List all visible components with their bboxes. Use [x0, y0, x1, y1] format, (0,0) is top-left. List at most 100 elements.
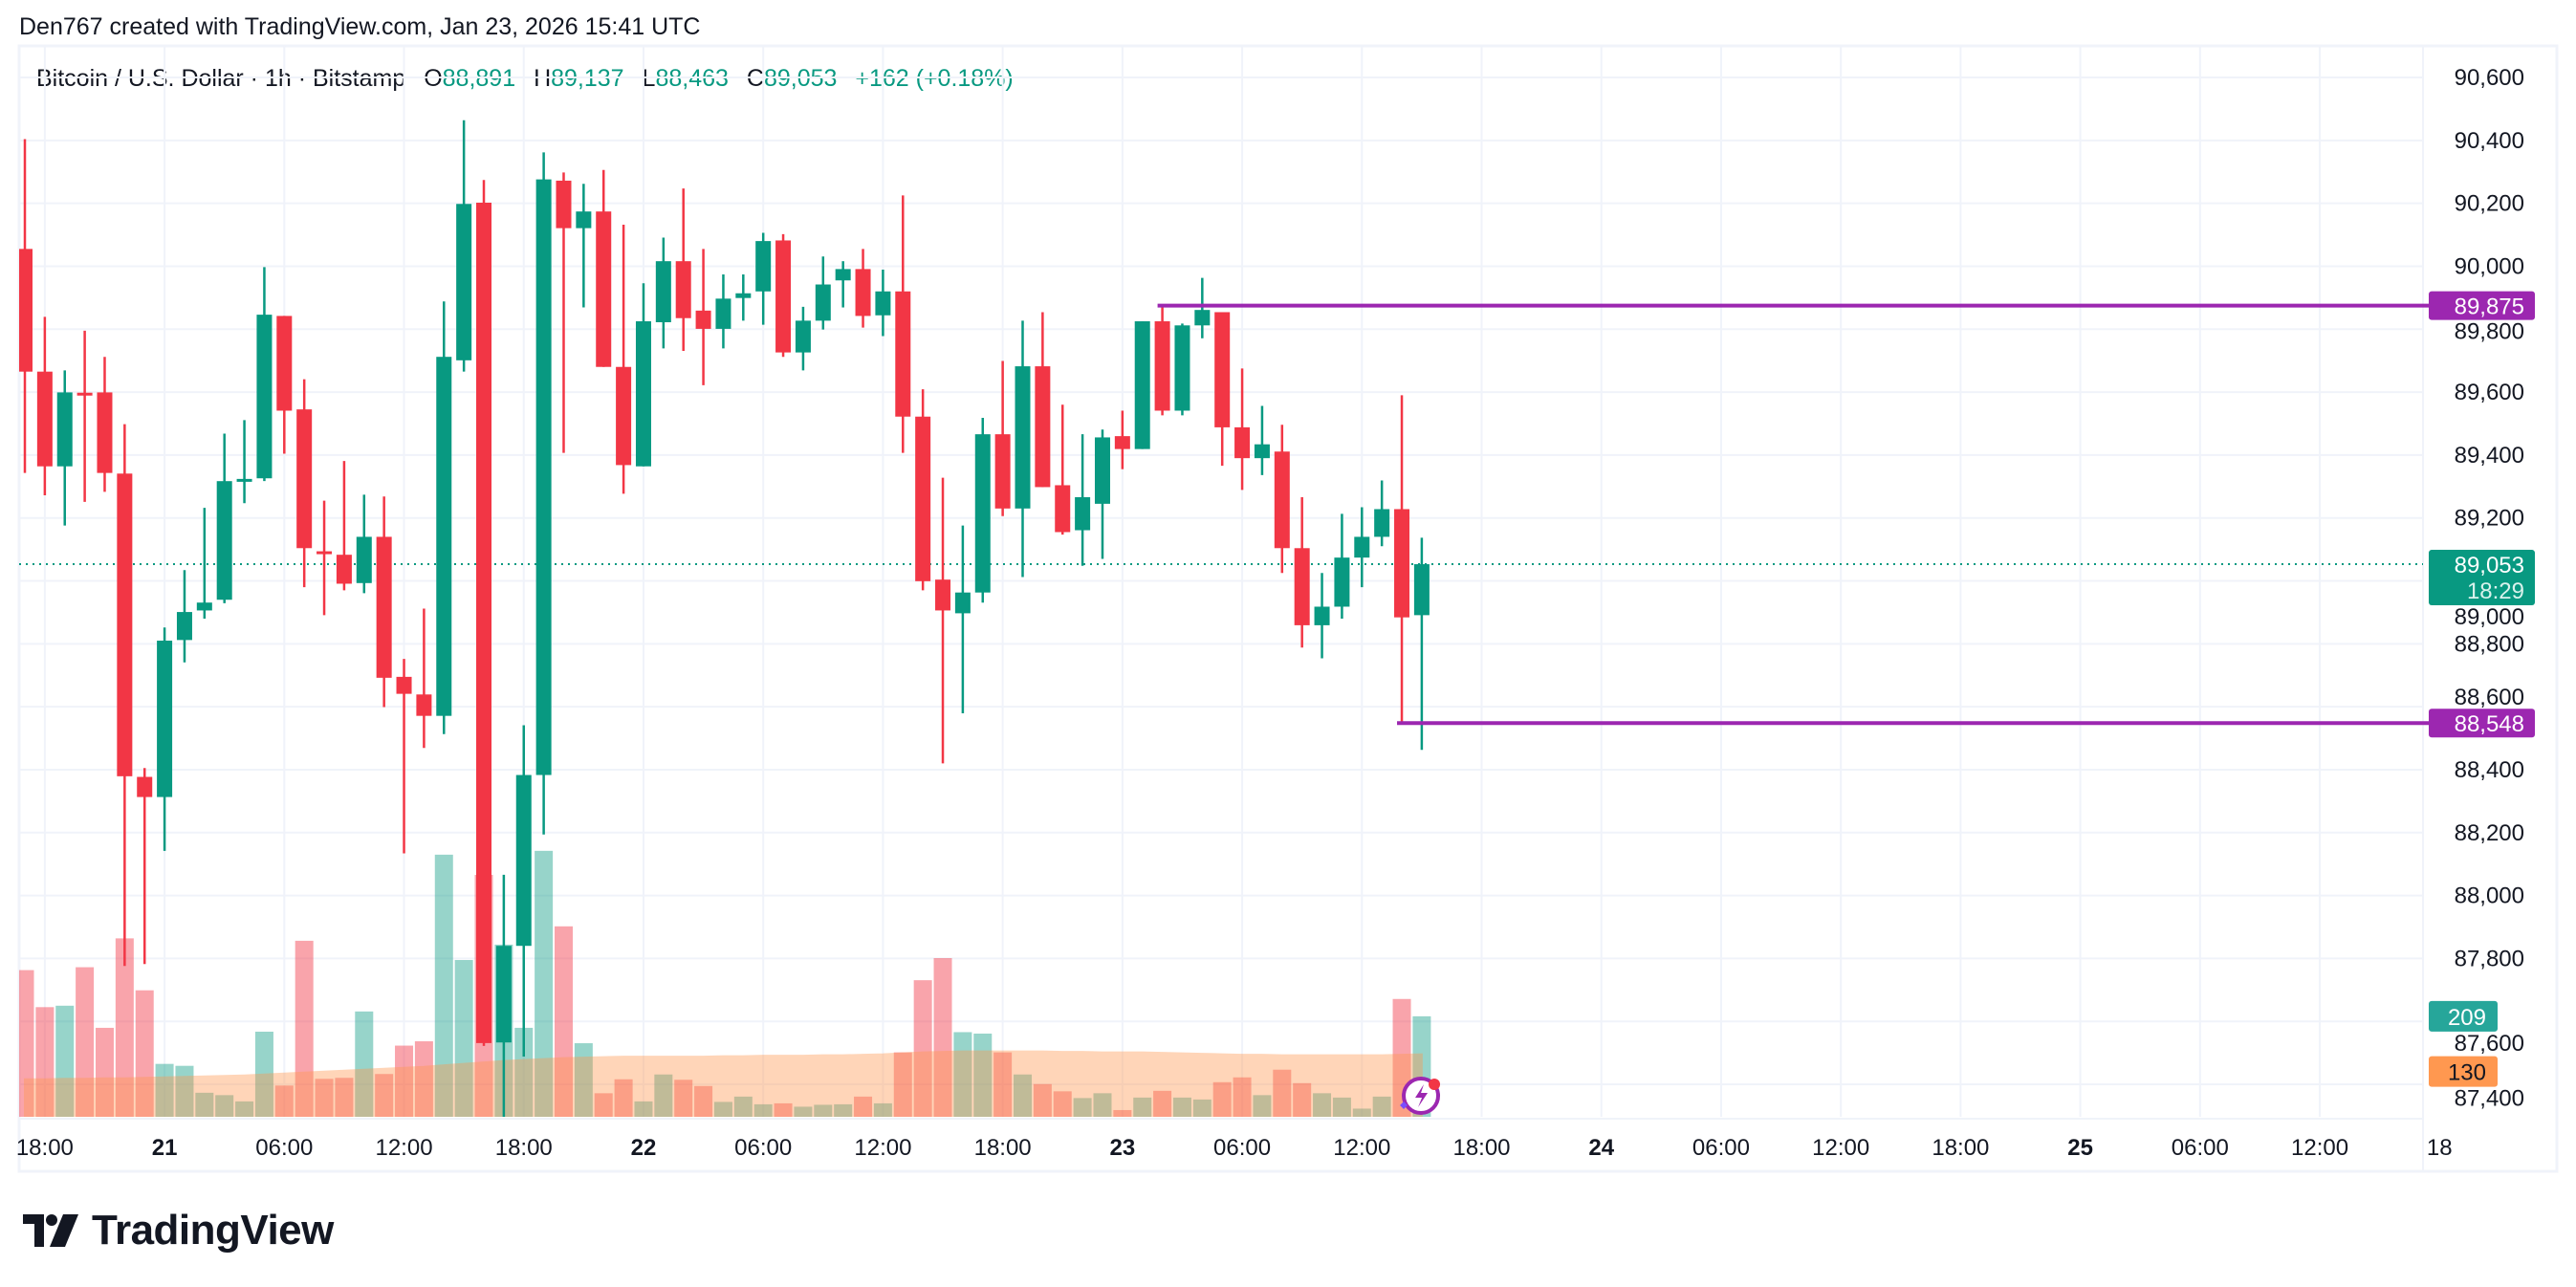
candle-body: [157, 641, 173, 797]
chart-credit: Den767 created with TradingView.com, Jan…: [19, 13, 701, 40]
candle: [176, 570, 192, 663]
time-tick-label: 12:00: [2291, 1135, 2348, 1161]
volume-bar: [514, 1027, 534, 1117]
candle-body: [695, 310, 711, 329]
candle-body: [1234, 426, 1251, 459]
candle: [1055, 404, 1071, 535]
time-tick-label: 22: [631, 1135, 657, 1161]
volume-bar: [854, 1096, 873, 1117]
candle: [535, 152, 552, 835]
candle-body: [1094, 437, 1110, 504]
volume-bar: [794, 1106, 813, 1117]
price-tick-label: 89,400: [2455, 443, 2524, 469]
candle: [735, 273, 752, 321]
candle-body: [675, 261, 691, 318]
candle-body: [655, 261, 671, 323]
volume-bar: [834, 1103, 853, 1117]
candle: [815, 256, 831, 330]
time-tick-label: 23: [1109, 1135, 1135, 1161]
candle: [456, 120, 472, 372]
candle: [56, 370, 73, 526]
price-tick-label: 90,000: [2455, 253, 2524, 279]
volume-bar: [1273, 1069, 1292, 1117]
candle: [1234, 368, 1251, 491]
candle: [616, 225, 632, 494]
volume-bar: [335, 1078, 354, 1117]
candle: [356, 494, 372, 594]
time-tick-label: 06:00: [255, 1135, 313, 1161]
price-tick-label: 89,600: [2455, 380, 2524, 405]
last-price-label: 89,053: [2455, 553, 2524, 578]
candle: [476, 180, 492, 1046]
tradingview-logo-icon: [23, 1214, 78, 1247]
candle-body: [755, 241, 772, 292]
volume-bar: [454, 960, 473, 1117]
candle: [376, 496, 392, 708]
icon-bolt: [1415, 1084, 1429, 1107]
candle: [97, 357, 113, 492]
candle-body: [535, 179, 552, 775]
volume-bar: [774, 1102, 793, 1117]
volume-bar: [1253, 1095, 1272, 1117]
candle-body: [875, 291, 891, 316]
volume-bar: [713, 1102, 732, 1117]
candle-body: [256, 315, 273, 479]
candle: [336, 461, 352, 591]
candle: [1015, 320, 1031, 578]
volume-bar: [434, 854, 453, 1117]
candle: [596, 169, 612, 367]
volume-bar: [733, 1096, 753, 1117]
candle-body: [1314, 606, 1330, 625]
volume-bar: [375, 1074, 394, 1117]
volume-bar: [594, 1093, 613, 1117]
sparkle-lightning-icon[interactable]: [1400, 1077, 1441, 1115]
candle: [1334, 513, 1350, 619]
candle: [935, 477, 951, 764]
volume-bar: [1093, 1093, 1112, 1117]
volume-bar: [1113, 1109, 1132, 1117]
volume-bar: [414, 1041, 433, 1117]
volume-bar: [1352, 1108, 1371, 1117]
candle: [915, 389, 931, 591]
price-tick-label: 88,000: [2455, 883, 2524, 909]
candle: [1154, 306, 1170, 416]
candlestick-chart[interactable]: 90,600 90,400 90,200 90,000 89,800 89,600 89,4…: [0, 0, 2576, 1186]
tradingview-logo[interactable]: TradingView: [23, 1207, 334, 1254]
candle: [436, 301, 452, 734]
volume-bar: [933, 958, 952, 1117]
candle-body: [1394, 509, 1410, 618]
candle-body: [216, 481, 232, 600]
volume-bar: [1033, 1083, 1052, 1117]
candle: [416, 608, 432, 749]
candle-body: [276, 316, 293, 411]
candle-body: [1354, 536, 1370, 558]
candle-body: [336, 555, 352, 584]
time-tick-label: 18:00: [16, 1135, 74, 1161]
time-tick-label: 12:00: [375, 1135, 432, 1161]
volume-bar: [953, 1032, 972, 1117]
candle: [19, 139, 33, 473]
level-price-badge: [2429, 291, 2535, 320]
volume-bar: [973, 1033, 993, 1117]
candle: [556, 172, 572, 453]
candle: [515, 725, 532, 1058]
last-price-badge: [2429, 550, 2535, 606]
volume-bar: [753, 1103, 773, 1117]
volume-ma-badge: [2429, 1056, 2498, 1087]
candle: [36, 316, 53, 495]
candle-body: [317, 551, 333, 555]
candle-body: [19, 249, 33, 372]
candle: [1314, 573, 1330, 659]
candle: [296, 379, 313, 588]
candle: [635, 283, 651, 467]
candle-body: [835, 269, 851, 281]
volume-bar: [1014, 1074, 1032, 1117]
candle-body: [456, 204, 472, 360]
candle-body: [1194, 310, 1211, 326]
volume-bar: [1313, 1093, 1332, 1117]
candle-body: [935, 579, 951, 611]
candle: [317, 500, 333, 616]
candle-body: [616, 366, 632, 466]
volume-bar: [913, 980, 932, 1117]
price-tick-label: 90,400: [2455, 128, 2524, 154]
